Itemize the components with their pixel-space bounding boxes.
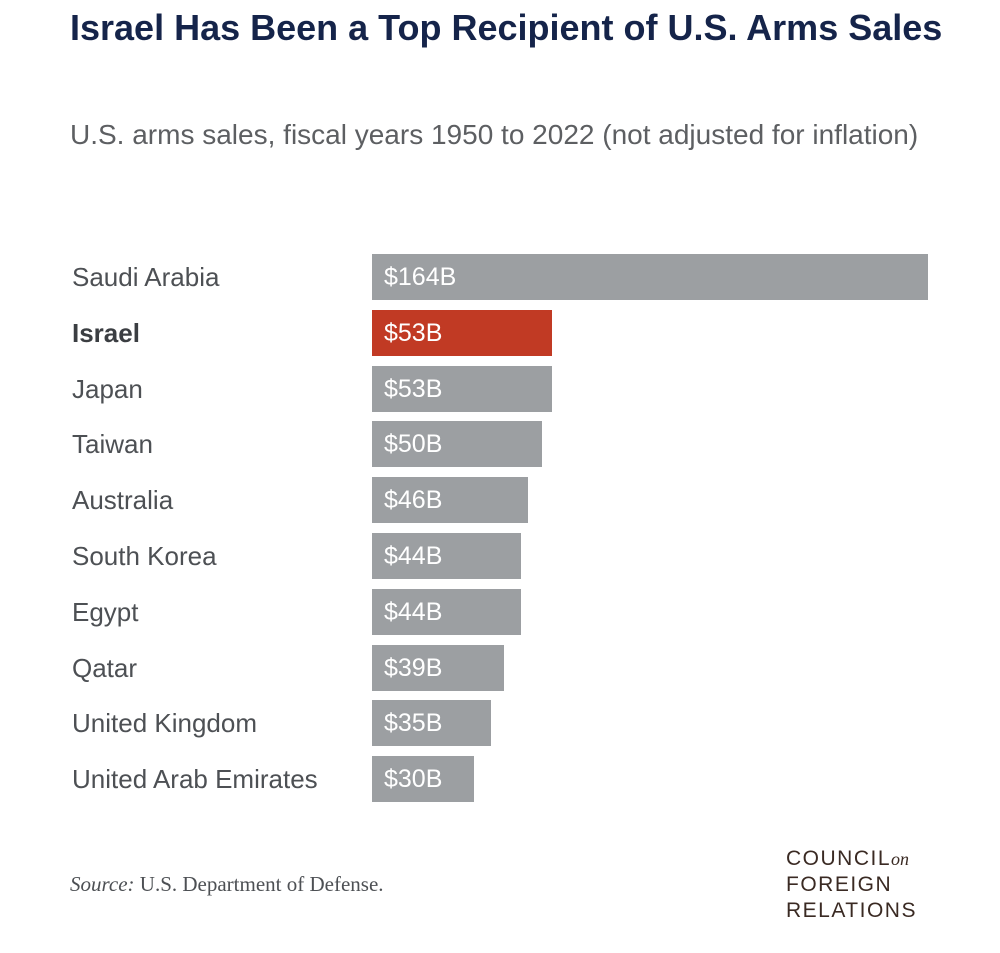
bar [372,700,491,747]
bar [372,365,552,412]
category-label: United Arab Emirates [72,764,318,795]
chart-title: Israel Has Been a Top Recipient of U.S. … [70,7,943,48]
bar-value-label: $44B [384,542,443,570]
source-note: Source: U.S. Department of Defense. [70,872,384,897]
logo-on: on [891,849,910,869]
category-label: Israel [72,317,140,348]
source-label: Source: [70,872,135,896]
bar-value-label: $44B [384,597,443,626]
category-label: Taiwan [72,429,153,460]
source-text: U.S. Department of Defense. [139,872,384,896]
cfr-logo: COUNCILon FOREIGN RELATIONS [786,846,946,924]
bar [372,254,928,300]
bar [372,421,542,468]
logo-line-council: COUNCIL [786,847,892,870]
bar-value-label: $35B [384,709,443,738]
bar-value-label: $53B [384,374,443,403]
bar [372,756,474,803]
bar [372,477,528,524]
bar-value-label: $164B [384,263,457,291]
bar [372,533,522,579]
logo-line-foreign: FOREIGN [786,873,893,896]
bar [372,644,505,691]
bar-value-label: $46B [384,486,443,515]
logo-line-relations: RELATIONS [786,899,917,922]
bar [372,309,552,356]
bar [372,588,522,635]
category-label: South Korea [72,541,217,571]
chart-subtitle: U.S. arms sales, fiscal years 1950 to 20… [70,119,919,150]
category-label: Saudi Arabia [72,262,220,292]
bar-value-label: $30B [384,765,443,794]
category-label: United Kingdom [72,708,257,739]
bar-value-label: $53B [384,318,443,347]
category-label: Qatar [72,652,138,683]
category-label: Egypt [72,596,139,627]
category-label: Japan [72,373,143,404]
category-label: Australia [72,485,174,516]
bar-value-label: $39B [384,653,443,682]
bar-value-label: $50B [384,430,443,459]
